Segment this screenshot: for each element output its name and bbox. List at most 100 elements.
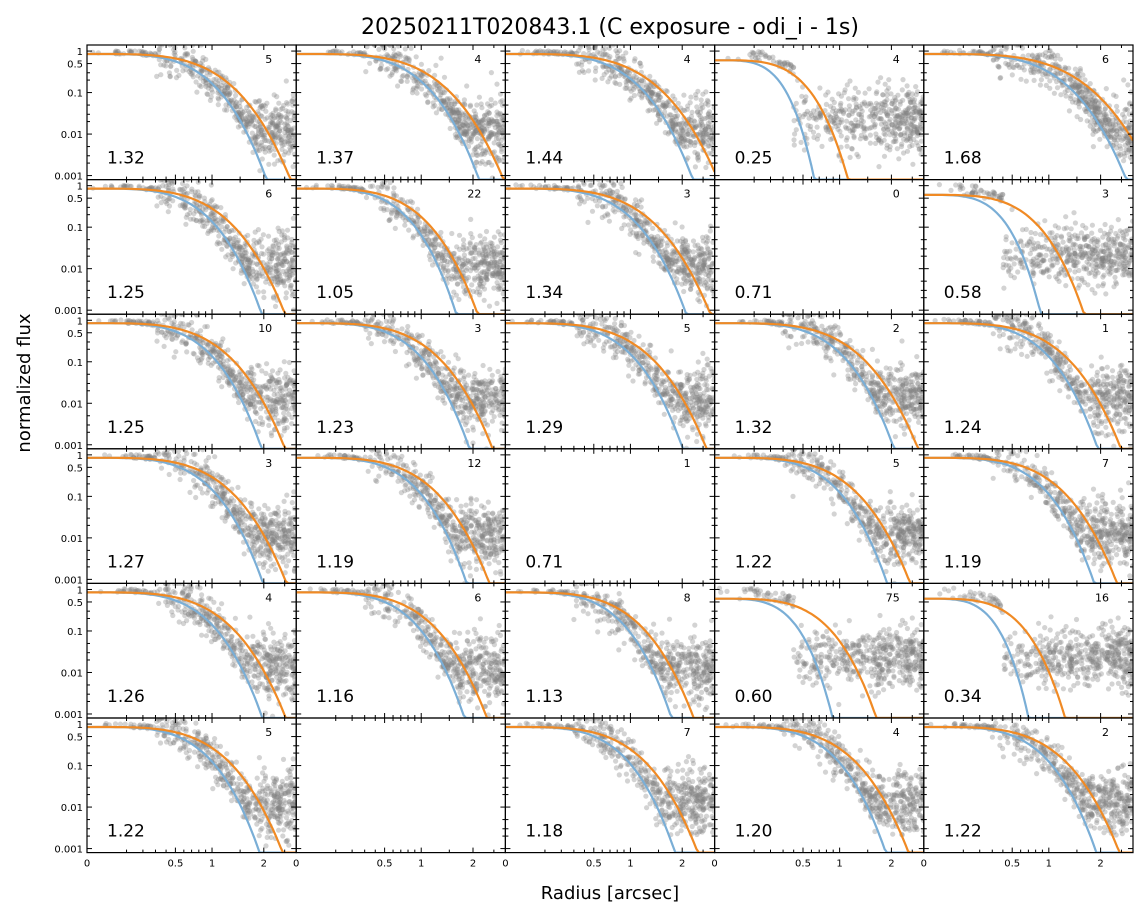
- data-point: [555, 49, 561, 55]
- data-point: [1065, 87, 1071, 94]
- data-point: [211, 77, 217, 83]
- data-point: [244, 114, 250, 120]
- data-point: [581, 69, 587, 75]
- data-point: [602, 52, 608, 58]
- data-point: [225, 252, 231, 258]
- data-point: [1106, 117, 1112, 123]
- data-point: [774, 60, 780, 66]
- data-point: [444, 97, 450, 103]
- data-point: [1076, 104, 1082, 110]
- data-point: [497, 125, 503, 131]
- data-point: [494, 300, 500, 306]
- data-point: [692, 140, 698, 146]
- data-point: [889, 101, 895, 107]
- data-point: [452, 101, 458, 107]
- data-point: [281, 142, 287, 148]
- data-point: [1091, 127, 1097, 133]
- data-point: [1126, 111, 1132, 117]
- data-point: [876, 107, 882, 113]
- data-point: [817, 85, 823, 91]
- data-point: [537, 48, 543, 54]
- data-point: [245, 124, 251, 130]
- data-point: [1096, 106, 1102, 112]
- data-point: [617, 81, 623, 87]
- data-point: [1030, 65, 1036, 71]
- data-point: [996, 64, 1002, 70]
- data-point: [606, 67, 612, 73]
- data-point: [709, 115, 715, 121]
- data-point: [287, 133, 293, 139]
- data-point: [887, 132, 893, 138]
- data-point: [910, 161, 916, 167]
- data-point: [188, 70, 194, 77]
- data-point: [495, 122, 501, 128]
- data-point: [1111, 127, 1117, 133]
- data-point: [482, 128, 488, 134]
- data-point: [491, 285, 497, 291]
- data-point: [478, 101, 484, 107]
- data-point: [459, 130, 465, 136]
- data-point: [1113, 122, 1119, 128]
- data-point: [158, 62, 164, 68]
- data-point: [699, 102, 705, 108]
- data-point: [489, 118, 495, 124]
- data-point: [897, 132, 904, 138]
- data-point: [842, 107, 848, 113]
- data-point: [471, 125, 477, 132]
- data-point: [387, 73, 393, 79]
- data-point: [648, 92, 654, 98]
- star-count-label: 6: [265, 188, 272, 201]
- data-point: [289, 272, 295, 278]
- data-point: [1105, 129, 1111, 135]
- y-axis-label: normalized flux: [14, 313, 35, 452]
- data-point: [617, 65, 623, 71]
- data-point: [835, 126, 841, 132]
- data-point: [284, 259, 290, 265]
- data-point: [670, 93, 676, 99]
- data-point: [203, 56, 209, 63]
- data-point: [892, 130, 898, 136]
- data-point: [482, 161, 488, 167]
- data-point: [664, 88, 670, 95]
- data-point: [851, 133, 857, 139]
- data-point: [586, 59, 592, 65]
- data-point: [253, 136, 259, 143]
- data-point: [225, 85, 231, 91]
- data-point: [244, 121, 250, 127]
- data-point: [679, 224, 685, 230]
- data-point: [903, 110, 909, 116]
- data-point: [264, 115, 270, 121]
- data-point: [664, 100, 670, 106]
- data-point: [224, 224, 230, 230]
- data-point: [290, 243, 296, 249]
- data-point: [1014, 62, 1020, 68]
- data-point: [289, 98, 295, 104]
- data-point: [449, 109, 455, 115]
- data-point: [1003, 46, 1009, 52]
- data-point: [289, 128, 295, 134]
- data-point: [894, 112, 900, 119]
- data-point: [847, 128, 853, 134]
- data-point: [447, 125, 453, 132]
- data-point: [215, 80, 221, 86]
- data-point: [710, 147, 715, 153]
- data-point: [786, 61, 792, 67]
- data-point: [285, 130, 291, 136]
- data-point: [1111, 136, 1117, 143]
- data-point: [259, 131, 265, 137]
- data-point: [576, 48, 582, 54]
- data-point: [621, 58, 627, 64]
- data-point: [240, 109, 246, 115]
- data-point: [890, 130, 896, 136]
- data-point: [680, 120, 687, 126]
- data-point: [1117, 143, 1123, 149]
- data-point: [763, 53, 769, 59]
- data-point: [476, 247, 482, 253]
- data-point: [265, 248, 271, 254]
- data-point: [858, 123, 864, 129]
- data-point: [837, 128, 843, 135]
- data-point: [1043, 50, 1049, 56]
- data-point: [1099, 117, 1105, 124]
- data-point: [1116, 153, 1122, 159]
- data-point: [261, 294, 267, 301]
